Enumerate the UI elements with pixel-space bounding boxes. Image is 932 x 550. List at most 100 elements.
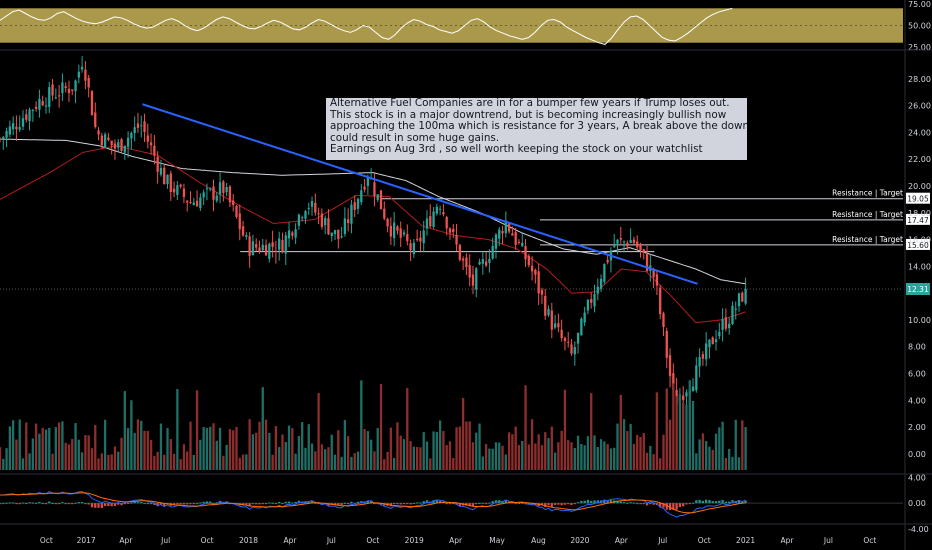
volume-bar [251, 434, 255, 470]
candle-body [215, 195, 218, 201]
macd-histogram-bar [38, 501, 41, 504]
macd-histogram-bar [392, 503, 396, 505]
volume-bar [146, 430, 149, 470]
volume-bar [195, 390, 199, 470]
volume-bar [642, 433, 645, 470]
volume-bar [310, 443, 314, 470]
candle-body [419, 237, 422, 242]
macd-histogram-bar [343, 502, 347, 504]
volume-bar [402, 439, 406, 470]
volume-bar [728, 448, 731, 470]
candle-body [232, 200, 235, 206]
candle-body [94, 112, 97, 127]
volume-bar [149, 439, 153, 470]
annotation-line: Alternative Fuel Companies are in for a … [330, 98, 730, 109]
volume-bar [425, 441, 429, 470]
annotation-line: could result in some huge gains. [330, 131, 500, 144]
volume-bar [576, 435, 580, 470]
macd-histogram-bar [481, 502, 484, 504]
macd-histogram-bar [182, 503, 186, 505]
macd-histogram-bar [547, 503, 550, 506]
volume-bar [478, 423, 481, 470]
candle-body [662, 313, 665, 328]
candle-body [389, 225, 393, 237]
volume-bar [156, 451, 159, 470]
candle-body [695, 365, 698, 391]
macd-histogram-bar [264, 503, 268, 505]
candle-body [0, 138, 2, 140]
volume-bar [396, 422, 399, 470]
volume-bar [665, 388, 668, 470]
volume-bar [583, 445, 586, 470]
x-tick-label: 2020 [570, 536, 589, 545]
volume-bar [107, 454, 110, 470]
volume-bar [317, 393, 320, 470]
candle-body [48, 87, 51, 107]
volume-bar [140, 420, 143, 470]
volume-bar [567, 440, 570, 470]
candle-body [54, 97, 57, 99]
candle-body [455, 234, 458, 245]
macd-histogram-bar [94, 503, 97, 508]
resistance-label: Resistance | Target [832, 189, 903, 198]
macd-histogram-bar [241, 503, 245, 506]
x-tick-label: Apr [781, 536, 795, 545]
candle-body [2, 136, 5, 140]
macd-histogram-bar [596, 500, 599, 504]
volume-bar [130, 400, 133, 470]
candle-body [149, 142, 153, 146]
volume-bar [737, 457, 741, 470]
macd-histogram-bar [609, 500, 613, 504]
macd-histogram-bar [619, 501, 622, 504]
candle-body [737, 293, 741, 307]
candle-body [337, 229, 340, 240]
volume-bar [222, 455, 225, 470]
candle-body [156, 156, 159, 172]
volume-bar [389, 427, 393, 470]
annotation-box[interactable]: Alternative Fuel Companies are in for a … [326, 98, 747, 160]
volume-bar [327, 447, 330, 470]
volume-bar [376, 428, 379, 470]
candle-body [84, 69, 87, 81]
candle-body [205, 188, 209, 190]
volume-bar [517, 445, 521, 470]
resistance-price-tag [906, 213, 930, 225]
macd-histogram-bar [77, 502, 80, 504]
candle-body [268, 243, 271, 259]
candle-body [163, 167, 166, 185]
macd-histogram-bar [593, 500, 596, 504]
macd-histogram-bar [110, 503, 113, 507]
volume-bar [521, 440, 524, 470]
macd-histogram-bar [248, 503, 251, 507]
price-tick-label: 14.00 [908, 262, 931, 271]
candle-body [563, 337, 567, 342]
volume-bar [685, 404, 688, 470]
candle-body [356, 198, 360, 209]
candle-body [21, 118, 25, 127]
volume-bar [218, 427, 222, 470]
volume-bar [682, 402, 685, 470]
candle-body [113, 143, 117, 149]
volume-bar [468, 421, 471, 470]
macd-histogram-bar [28, 502, 31, 504]
volume-bar [136, 419, 140, 470]
volume-bar [94, 425, 97, 470]
volume-bar [90, 448, 94, 470]
volume-bar [212, 423, 215, 470]
candle-body [38, 98, 41, 110]
volume-bar [268, 432, 271, 470]
macd-histogram-bar [626, 502, 629, 504]
volume-bar [580, 443, 583, 470]
candle-body [179, 184, 182, 187]
macd-line [0, 490, 746, 518]
candle-body [599, 278, 603, 289]
candle-body [176, 185, 179, 195]
candle-body [721, 319, 724, 330]
macd-histogram-bar [517, 502, 521, 504]
volume-bar [176, 389, 179, 470]
macd-histogram-bar [212, 502, 215, 504]
macd-histogram-bar [721, 499, 724, 504]
macd-histogram-bar [488, 502, 491, 504]
last-price-tag [906, 283, 930, 296]
